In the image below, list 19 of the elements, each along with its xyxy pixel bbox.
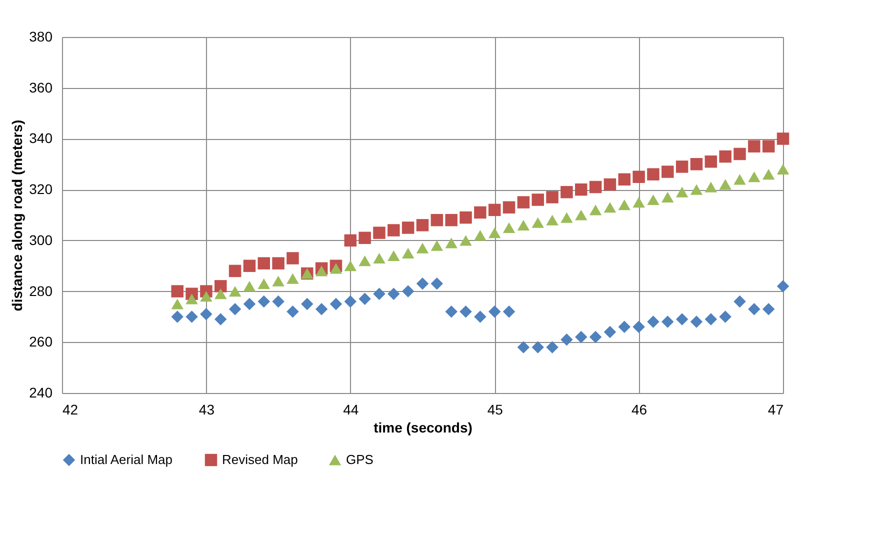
y-tick-label: 300 [29,232,53,248]
y-tick-label: 340 [29,130,53,146]
x-tick-label: 42 [62,402,78,418]
x-tick-label: 46 [632,402,648,418]
y-tick-label: 360 [29,79,53,96]
x-tick-label: 43 [198,402,215,418]
y-axis-title: distance along road (meters) [9,120,26,312]
x-tick-label: 45 [487,402,504,418]
x-axis-title: time (seconds) [374,420,472,436]
y-tick-label: 380 [29,28,53,44]
legend-label: GPS [346,452,374,467]
legend-label: Intial Aerial Map [80,452,172,467]
y-tick-label: 320 [29,181,53,198]
x-tick-label: 47 [768,402,784,418]
x-tick-label: 44 [343,402,359,418]
y-tick-label: 280 [29,282,53,299]
legend-label: Revised Map [222,452,298,467]
y-tick-label: 260 [29,334,53,350]
y-tick-label: 240 [29,384,53,400]
